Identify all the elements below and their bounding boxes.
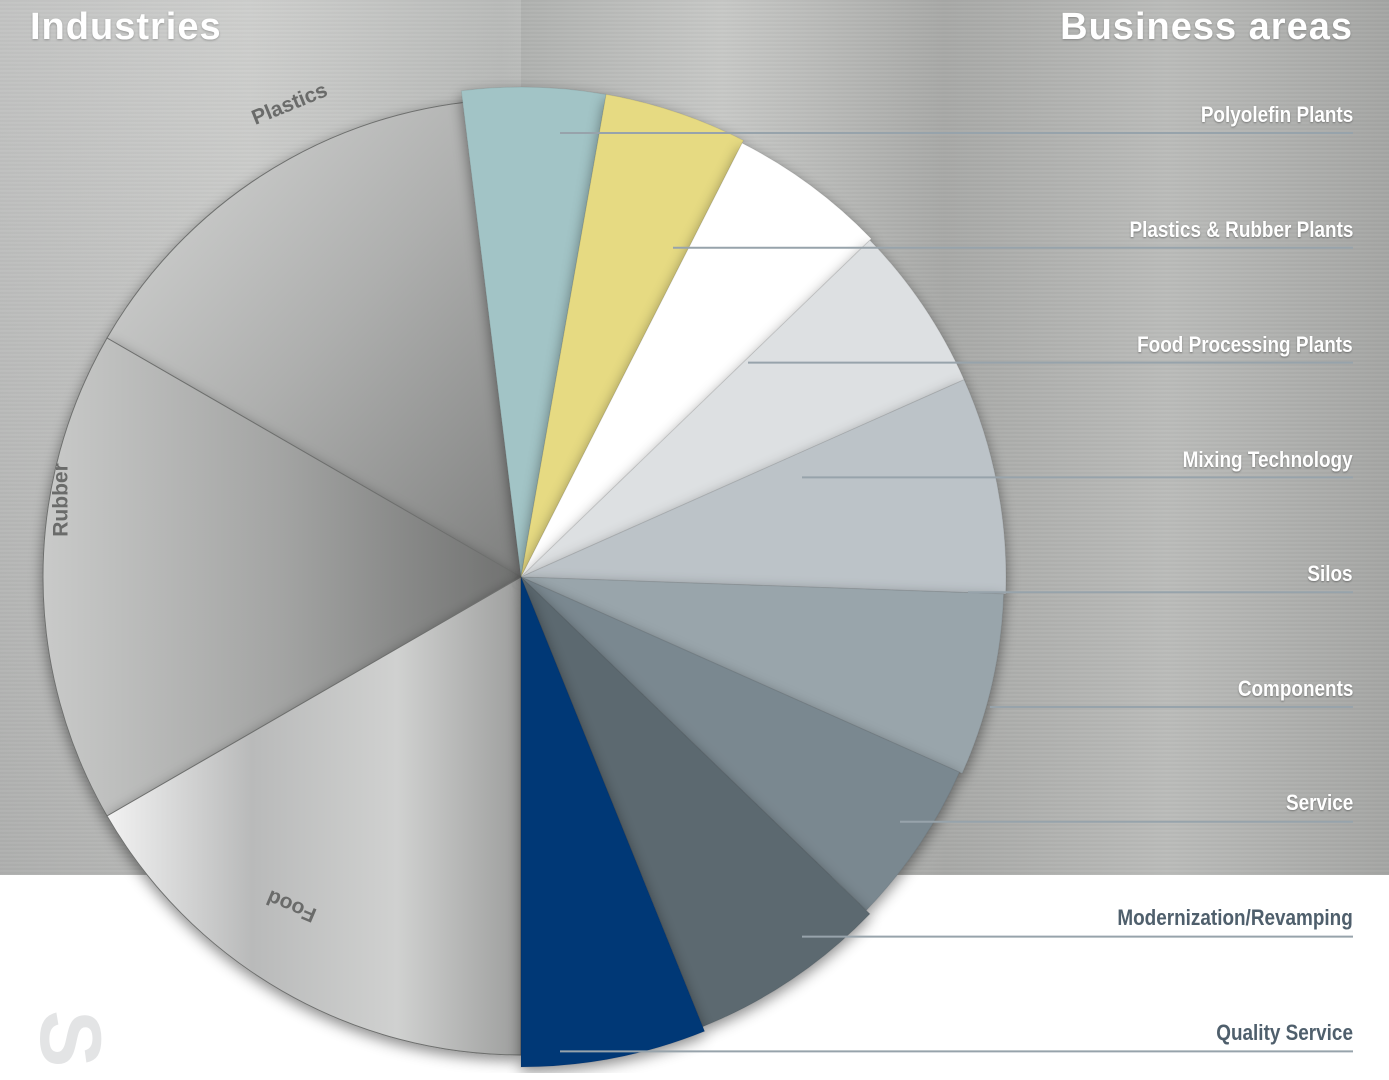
business-area-label-service: Service [1285,790,1353,815]
business-area-label-silos: Silos [1307,561,1353,586]
business-segment-silos [520,379,1007,595]
business-area-label-components: Components [1237,676,1353,701]
business-area-label-modernization-revamping: Modernization/Revamping [1117,905,1353,930]
business-area-label-quality-service: Quality Service [1216,1020,1353,1045]
brand-logo-glyph: S [22,1010,118,1068]
business-segment-service [520,576,961,912]
business-area-label-polyolefin-plants: Polyolefin Plants [1200,102,1353,127]
industries-title: Industries [30,6,222,48]
industry-label-rubber: Rubber [50,463,73,537]
business-segment-quality-service [520,576,706,1068]
business-areas-title: Business areas [1060,6,1353,48]
business-segment-components [520,576,1005,775]
business-area-label-mixing-technology: Mixing Technology [1183,447,1353,472]
business-area-label-food-processing-plants: Food Processing Plants [1137,332,1353,357]
industry-segment-rubber [42,337,523,817]
industry-segment-food [106,576,522,1056]
business-segment-food-processing-plants [520,142,873,578]
business-segment-modernization-revamping [520,576,871,1028]
business-segment-plastics-rubber-plants [520,93,745,578]
business-area-label-plastics-rubber-plants: Plastics & Rubber Plants [1129,217,1353,242]
business-segment-mixing-technology [520,239,965,578]
industry-label-plastics: Plastics [249,79,331,130]
